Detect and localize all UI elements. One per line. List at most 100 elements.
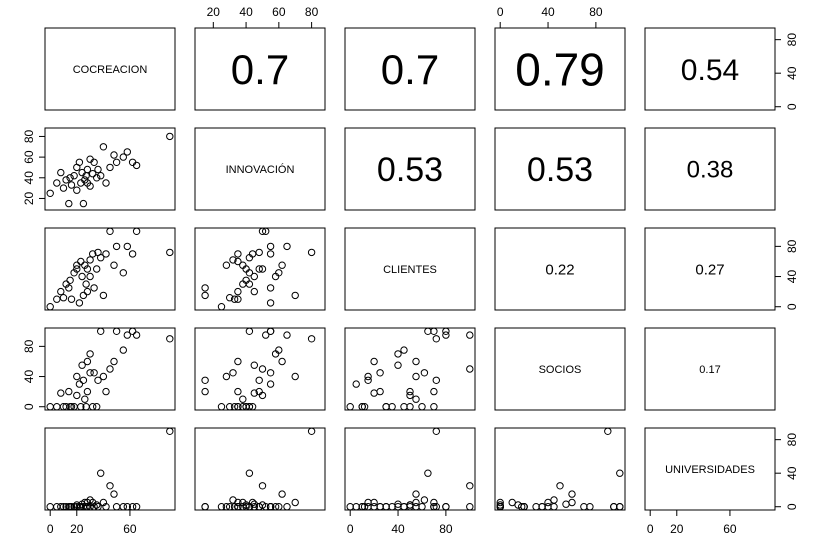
point-r2-c0-16 — [82, 280, 90, 288]
point-r3-c0-27 — [102, 387, 110, 396]
point-r3-c2-11 — [352, 380, 360, 388]
panel-frame-r2-c1 — [194, 227, 326, 311]
point-r4-c1-23 — [242, 501, 250, 509]
point-r3-c2-15 — [412, 395, 420, 403]
point-r4-c3-21 — [496, 498, 504, 507]
tick-label-left-r1-0: 20 — [22, 191, 36, 205]
panel-frame-r3-c0 — [44, 327, 176, 411]
point-r4-c0-24 — [94, 503, 102, 511]
point-r2-c0-19 — [86, 256, 94, 264]
point-r4-c1-0 — [217, 503, 226, 511]
correlation-r1-c3: 0.53 — [527, 151, 593, 189]
tick-label-top-c3-2: 80 — [589, 5, 603, 19]
point-r2-c1-5 — [201, 284, 209, 292]
panel-frame-r0-c0 — [44, 27, 176, 111]
point-r1-c0-22 — [90, 158, 98, 167]
correlation-r0-c4: 0.54 — [681, 54, 739, 87]
point-r4-c0-23 — [93, 501, 101, 509]
point-r4-c0-21 — [89, 498, 97, 507]
point-r3-c2-31 — [400, 346, 408, 354]
tick-label-left-r3-2: 80 — [22, 339, 36, 353]
tick-label-right-r0-2: 80 — [785, 33, 799, 47]
panel-frame-r4-c2 — [344, 427, 476, 511]
point-r3-c1-29 — [278, 357, 286, 366]
point-r2-c1-0 — [217, 303, 226, 311]
point-r3-c0-25 — [97, 327, 105, 335]
point-r3-c2-2 — [370, 389, 378, 397]
point-r2-c0-5 — [65, 284, 73, 292]
tick-label-bottom-c2-2: 80 — [439, 522, 453, 536]
point-r3-c0-31 — [119, 346, 128, 354]
point-r3-c2-14 — [364, 376, 372, 384]
point-r3-c2-21 — [430, 403, 438, 411]
panel-frame-r4-c3 — [494, 427, 626, 511]
point-r4-c2-26 — [364, 498, 372, 507]
point-r4-c2-12 — [418, 503, 426, 511]
point-r2-c1-9 — [258, 265, 267, 273]
point-r2-c1-11 — [266, 299, 275, 307]
point-r4-c1-31 — [275, 503, 283, 511]
point-r1-c0-1 — [53, 179, 61, 187]
point-r4-c3-35 — [604, 427, 612, 435]
tick-label-right-r4-0: 0 — [785, 503, 799, 510]
point-r3-c1-31 — [275, 346, 283, 354]
point-r2-c1-7 — [230, 295, 239, 303]
tick-label-bottom-c2-1: 40 — [391, 522, 405, 536]
panel-frame-r3-c3 — [494, 327, 626, 411]
tick-label-bottom-c0-1: 20 — [70, 522, 84, 536]
point-r2-c1-1 — [234, 295, 242, 303]
point-r3-c0-23 — [93, 403, 101, 411]
panel-frame-r3-c1 — [194, 327, 326, 411]
point-r3-c2-3 — [360, 403, 369, 411]
point-r3-c2-12 — [418, 403, 426, 411]
point-r3-c1-13 — [250, 361, 259, 369]
point-r3-c1-17 — [234, 357, 242, 366]
tick-label-bottom-c4-2: 60 — [723, 522, 737, 536]
point-r2-c1-32 — [283, 242, 291, 251]
point-r2-c1-33 — [266, 250, 275, 258]
point-r3-c2-6 — [388, 403, 396, 411]
point-r3-c2-32 — [442, 331, 450, 339]
correlation-r0-c2: 0.7 — [381, 46, 439, 93]
point-r4-c2-28 — [466, 482, 474, 490]
point-r3-c0-15 — [81, 395, 89, 403]
point-r2-c1-3 — [226, 294, 234, 302]
point-r3-c0-33 — [128, 327, 137, 335]
point-r3-c1-35 — [307, 335, 316, 343]
point-r2-c0-31 — [119, 269, 128, 277]
point-r3-c1-19 — [229, 369, 237, 377]
point-r3-c0-30 — [112, 327, 121, 335]
point-r1-c0-27 — [102, 179, 110, 187]
point-r4-c3-31 — [586, 503, 594, 511]
point-r3-c0-32 — [123, 331, 132, 339]
point-r3-c1-26 — [291, 372, 299, 381]
point-r4-c0-28 — [106, 482, 114, 490]
point-r4-c3-26 — [544, 498, 552, 507]
point-r4-c1-27 — [234, 503, 242, 511]
tick-label-left-r1-2: 60 — [22, 150, 36, 164]
point-r2-c0-34 — [132, 227, 141, 236]
panel-frame-r4-c1 — [194, 427, 326, 511]
point-r2-c0-7 — [67, 295, 76, 303]
point-r3-c2-25 — [424, 327, 432, 335]
point-r2-c0-23 — [93, 265, 101, 273]
tick-label-top-c1-3: 80 — [305, 5, 319, 19]
point-r3-c0-34 — [132, 331, 141, 339]
tick-label-bottom-c4-1: 20 — [670, 522, 684, 536]
point-r4-c1-3 — [226, 503, 234, 511]
tick-label-right-r0-0: 0 — [785, 103, 799, 110]
point-r2-c1-31 — [275, 269, 283, 277]
panel-frame-r1-c4 — [644, 127, 776, 211]
point-r2-c1-18 — [255, 265, 263, 273]
point-r3-c1-11 — [266, 380, 275, 388]
point-r2-c1-2 — [250, 287, 259, 296]
point-r3-c2-10 — [412, 372, 420, 381]
point-r4-c2-35 — [432, 427, 440, 435]
point-r2-c1-19 — [229, 256, 237, 264]
point-r3-c1-12 — [234, 403, 242, 411]
tick-label-left-r3-0: 0 — [22, 403, 36, 410]
point-r2-c0-0 — [46, 303, 54, 311]
point-r1-c0-29 — [110, 151, 118, 159]
point-r3-c0-22 — [90, 369, 98, 377]
point-r4-c2-21 — [430, 498, 438, 507]
